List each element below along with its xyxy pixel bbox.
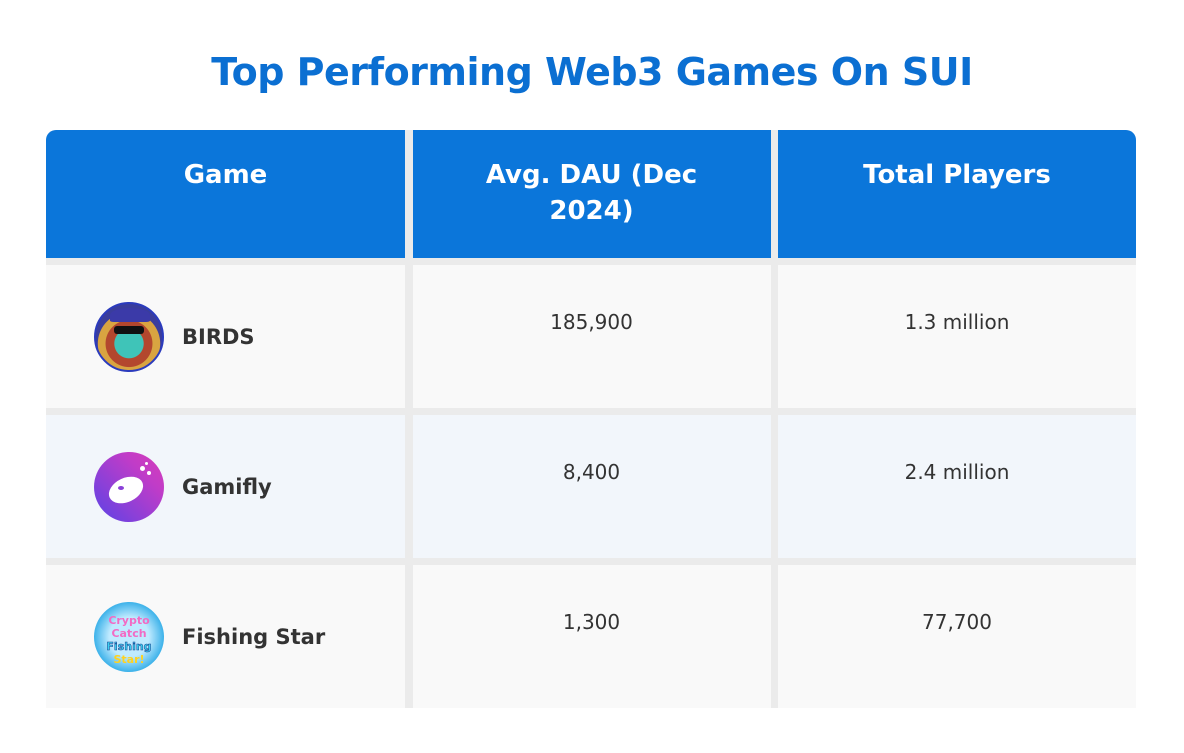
fishing-star-logo-icon: Crypto Catch Fishing Star!: [94, 601, 164, 672]
game-cell: BIRDS: [46, 265, 405, 408]
dau-cell: 185,900: [412, 265, 771, 408]
game-name: Gamifly: [182, 474, 272, 499]
game-cell: Gamifly: [46, 415, 405, 558]
game-cell: Crypto Catch Fishing Star! Fishing Star: [46, 565, 405, 708]
page-title: Top Performing Web3 Games On SUI: [211, 50, 973, 94]
players-cell: 77,700: [778, 565, 1136, 708]
games-table: Game Avg. DAU (Dec 2024) Total Players B…: [46, 130, 1136, 708]
game-name: Fishing Star: [182, 624, 326, 649]
birds-logo-icon: [94, 301, 164, 372]
players-cell: 1.3 million: [778, 265, 1136, 408]
players-cell: 2.4 million: [778, 415, 1136, 558]
game-name: BIRDS: [182, 324, 255, 349]
gamifly-logo-icon: [94, 451, 164, 522]
dau-cell: 1,300: [412, 565, 771, 708]
column-header-dau: Avg. DAU (Dec 2024): [412, 130, 771, 258]
column-header-game: Game: [46, 130, 405, 258]
dau-cell: 8,400: [412, 415, 771, 558]
column-header-players: Total Players: [778, 130, 1136, 258]
